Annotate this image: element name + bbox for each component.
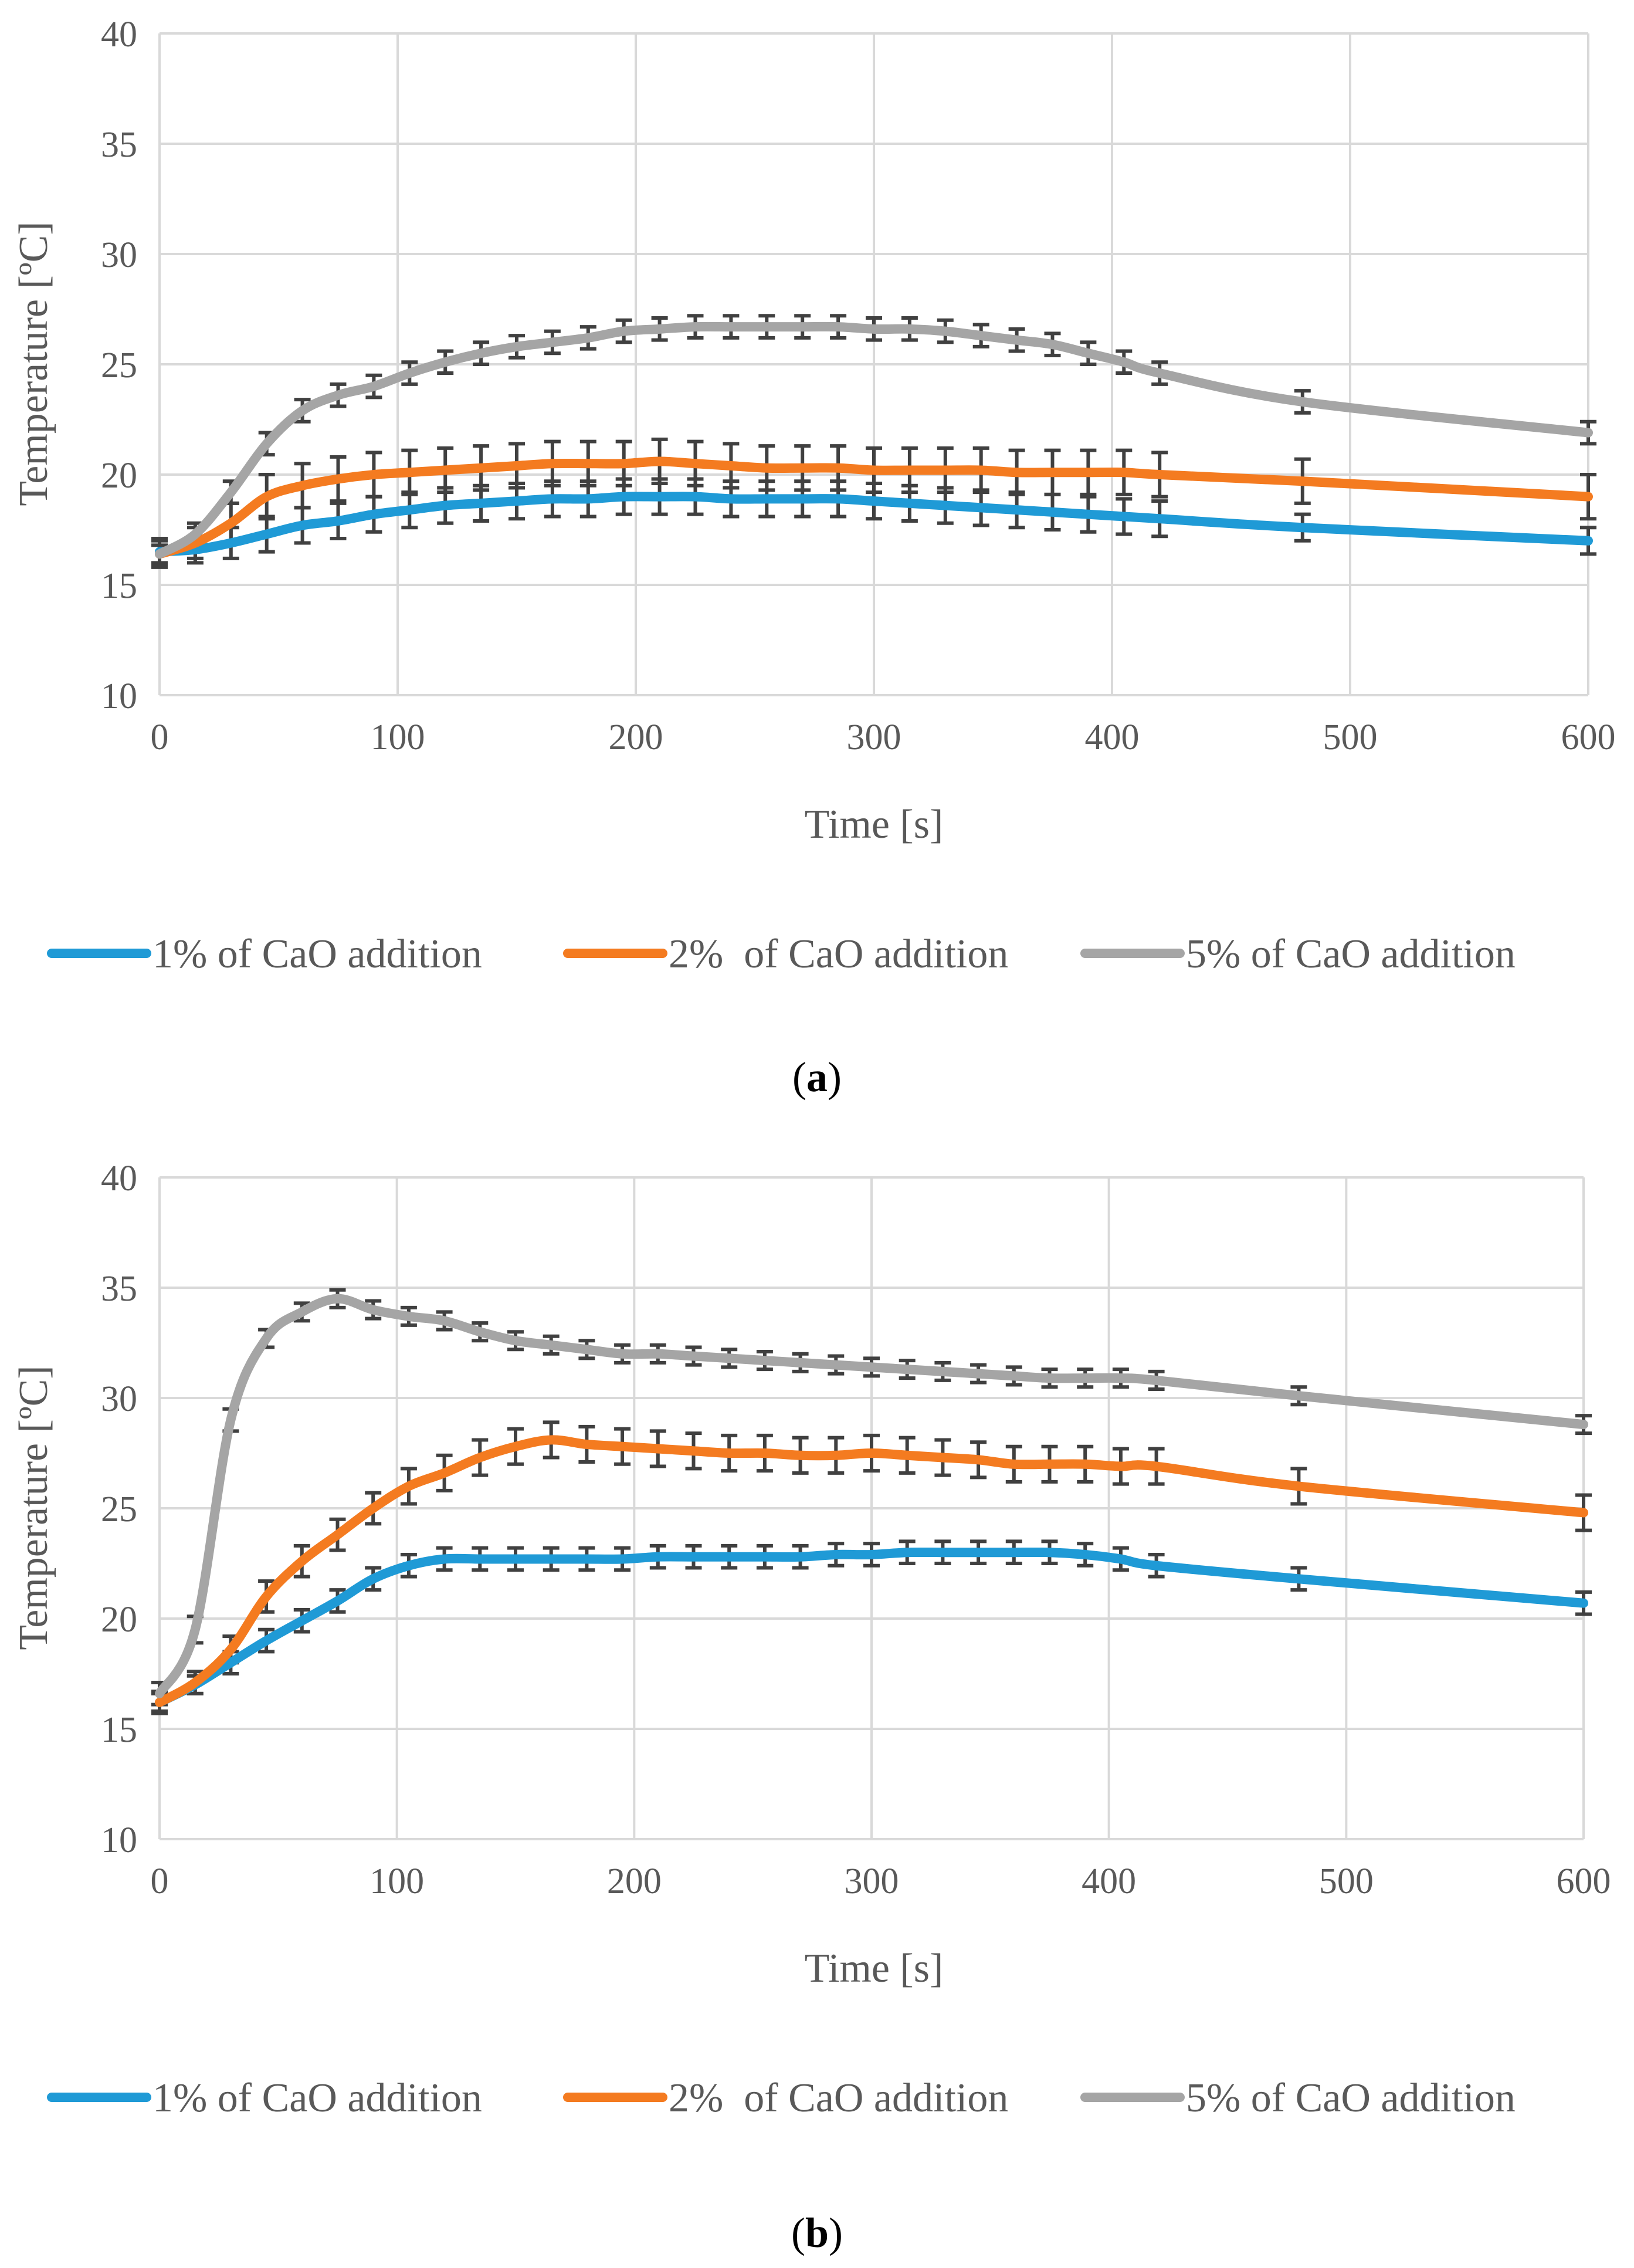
chart-a-series-line-1 — [155, 492, 1593, 557]
chart-a-x-tick-label: 200 — [609, 717, 663, 757]
chart-a-y-tick-label: 25 — [101, 346, 137, 385]
chart-b-y-tick-label: 20 — [101, 1600, 137, 1640]
chart-a-y-tick-label: 35 — [101, 125, 137, 165]
chart-a-x-axis-title: Time [s] — [805, 802, 944, 847]
chart-b-y-tick-label: 40 — [101, 1159, 137, 1199]
chart-b-y-tick-label: 25 — [101, 1490, 137, 1529]
chart-a-legend-label-2: 2% of CaO addition — [669, 932, 1008, 977]
chart-a-y-tick-label: 30 — [101, 235, 137, 275]
chart-b-y-tick-label: 30 — [101, 1379, 137, 1419]
chart-a-legend: 1% of CaO addition 2% of CaO addition 5% o… — [47, 932, 1516, 977]
chart-a-series-line-2 — [155, 456, 1593, 559]
chart-b-x-ticks: 0 100 200 300 400 500 600 — [151, 1861, 1611, 1901]
chart-b-y-tick-label: 10 — [101, 1820, 137, 1860]
chart-b-legend-label-3: 5% of CaO addition — [1186, 2076, 1516, 2121]
chart-b-x-tick-label: 200 — [607, 1861, 662, 1901]
chart-b: 10 15 20 25 30 35 40 0 100 200 300 400 500 600 Time … — [11, 1159, 1611, 2256]
chart-b-y-tick-label: 15 — [101, 1710, 137, 1750]
chart-b-y-axis-title: Temperature [ºC] — [11, 1365, 56, 1650]
chart-b-x-tick-label: 600 — [1557, 1861, 1611, 1901]
chart-b-legend: 1% of CaO addition 2% of CaO addition 5% o… — [47, 2076, 1516, 2121]
chart-b-x-tick-label: 400 — [1082, 1861, 1136, 1901]
chart-b-x-tick-label: 100 — [369, 1861, 424, 1901]
chart-b-legend-label-2: 2% of CaO addition — [669, 2076, 1008, 2121]
chart-b-caption: (b) — [791, 2209, 843, 2256]
chart-b-series-line-1 — [155, 1547, 1588, 1707]
chart-a: 10 15 20 25 30 35 40 0 100 200 300 400 500 600 Time … — [11, 15, 1616, 1101]
chart-a-x-tick-label: 600 — [1561, 717, 1616, 757]
chart-b-x-tick-label: 500 — [1319, 1861, 1374, 1901]
chart-b-x-axis-title: Time [s] — [805, 1946, 944, 1991]
chart-b-y-ticks: 10 15 20 25 30 35 40 — [101, 1159, 137, 1860]
chart-a-x-tick-label: 0 — [151, 717, 169, 757]
chart-a-legend-label-1: 1% of CaO addition — [152, 932, 482, 977]
chart-a-caption-letter: a — [806, 1054, 828, 1101]
chart-b-caption-letter: b — [805, 2209, 829, 2256]
chart-a-y-tick-label: 15 — [101, 566, 137, 606]
chart-b-series-lines — [155, 1294, 1588, 1707]
chart-a-series-lines — [155, 321, 1593, 559]
chart-b-y-tick-label: 35 — [101, 1269, 137, 1309]
chart-b-x-tick-label: 300 — [845, 1861, 899, 1901]
chart-a-legend-label-3: 5% of CaO addition — [1186, 932, 1516, 977]
chart-a-y-tick-label: 40 — [101, 15, 137, 55]
chart-b-series-line-3 — [155, 1294, 1588, 1698]
chart-a-y-axis-title: Temperature [ºC] — [11, 221, 56, 506]
chart-a-x-tick-label: 300 — [847, 717, 901, 757]
chart-b-x-tick-label: 0 — [151, 1861, 169, 1901]
chart-b-legend-label-1: 1% of CaO addition — [152, 2076, 482, 2121]
chart-a-series-line-3 — [155, 321, 1593, 559]
chart-a-y-ticks: 10 15 20 25 30 35 40 — [101, 15, 137, 716]
chart-a-x-tick-label: 500 — [1323, 717, 1378, 757]
chart-a-y-tick-label: 10 — [101, 676, 137, 716]
chart-a-y-tick-label: 20 — [101, 456, 137, 496]
chart-a-x-tick-label: 400 — [1085, 717, 1140, 757]
chart-a-caption: (a) — [792, 1054, 842, 1101]
chart-a-x-tick-label: 100 — [371, 717, 425, 757]
chart-a-x-ticks: 0 100 200 300 400 500 600 — [151, 717, 1616, 757]
chart-a-gridlines — [158, 32, 1589, 696]
chart-b-gridlines — [158, 1176, 1585, 1840]
chart-b-series-line-2 — [155, 1435, 1588, 1707]
